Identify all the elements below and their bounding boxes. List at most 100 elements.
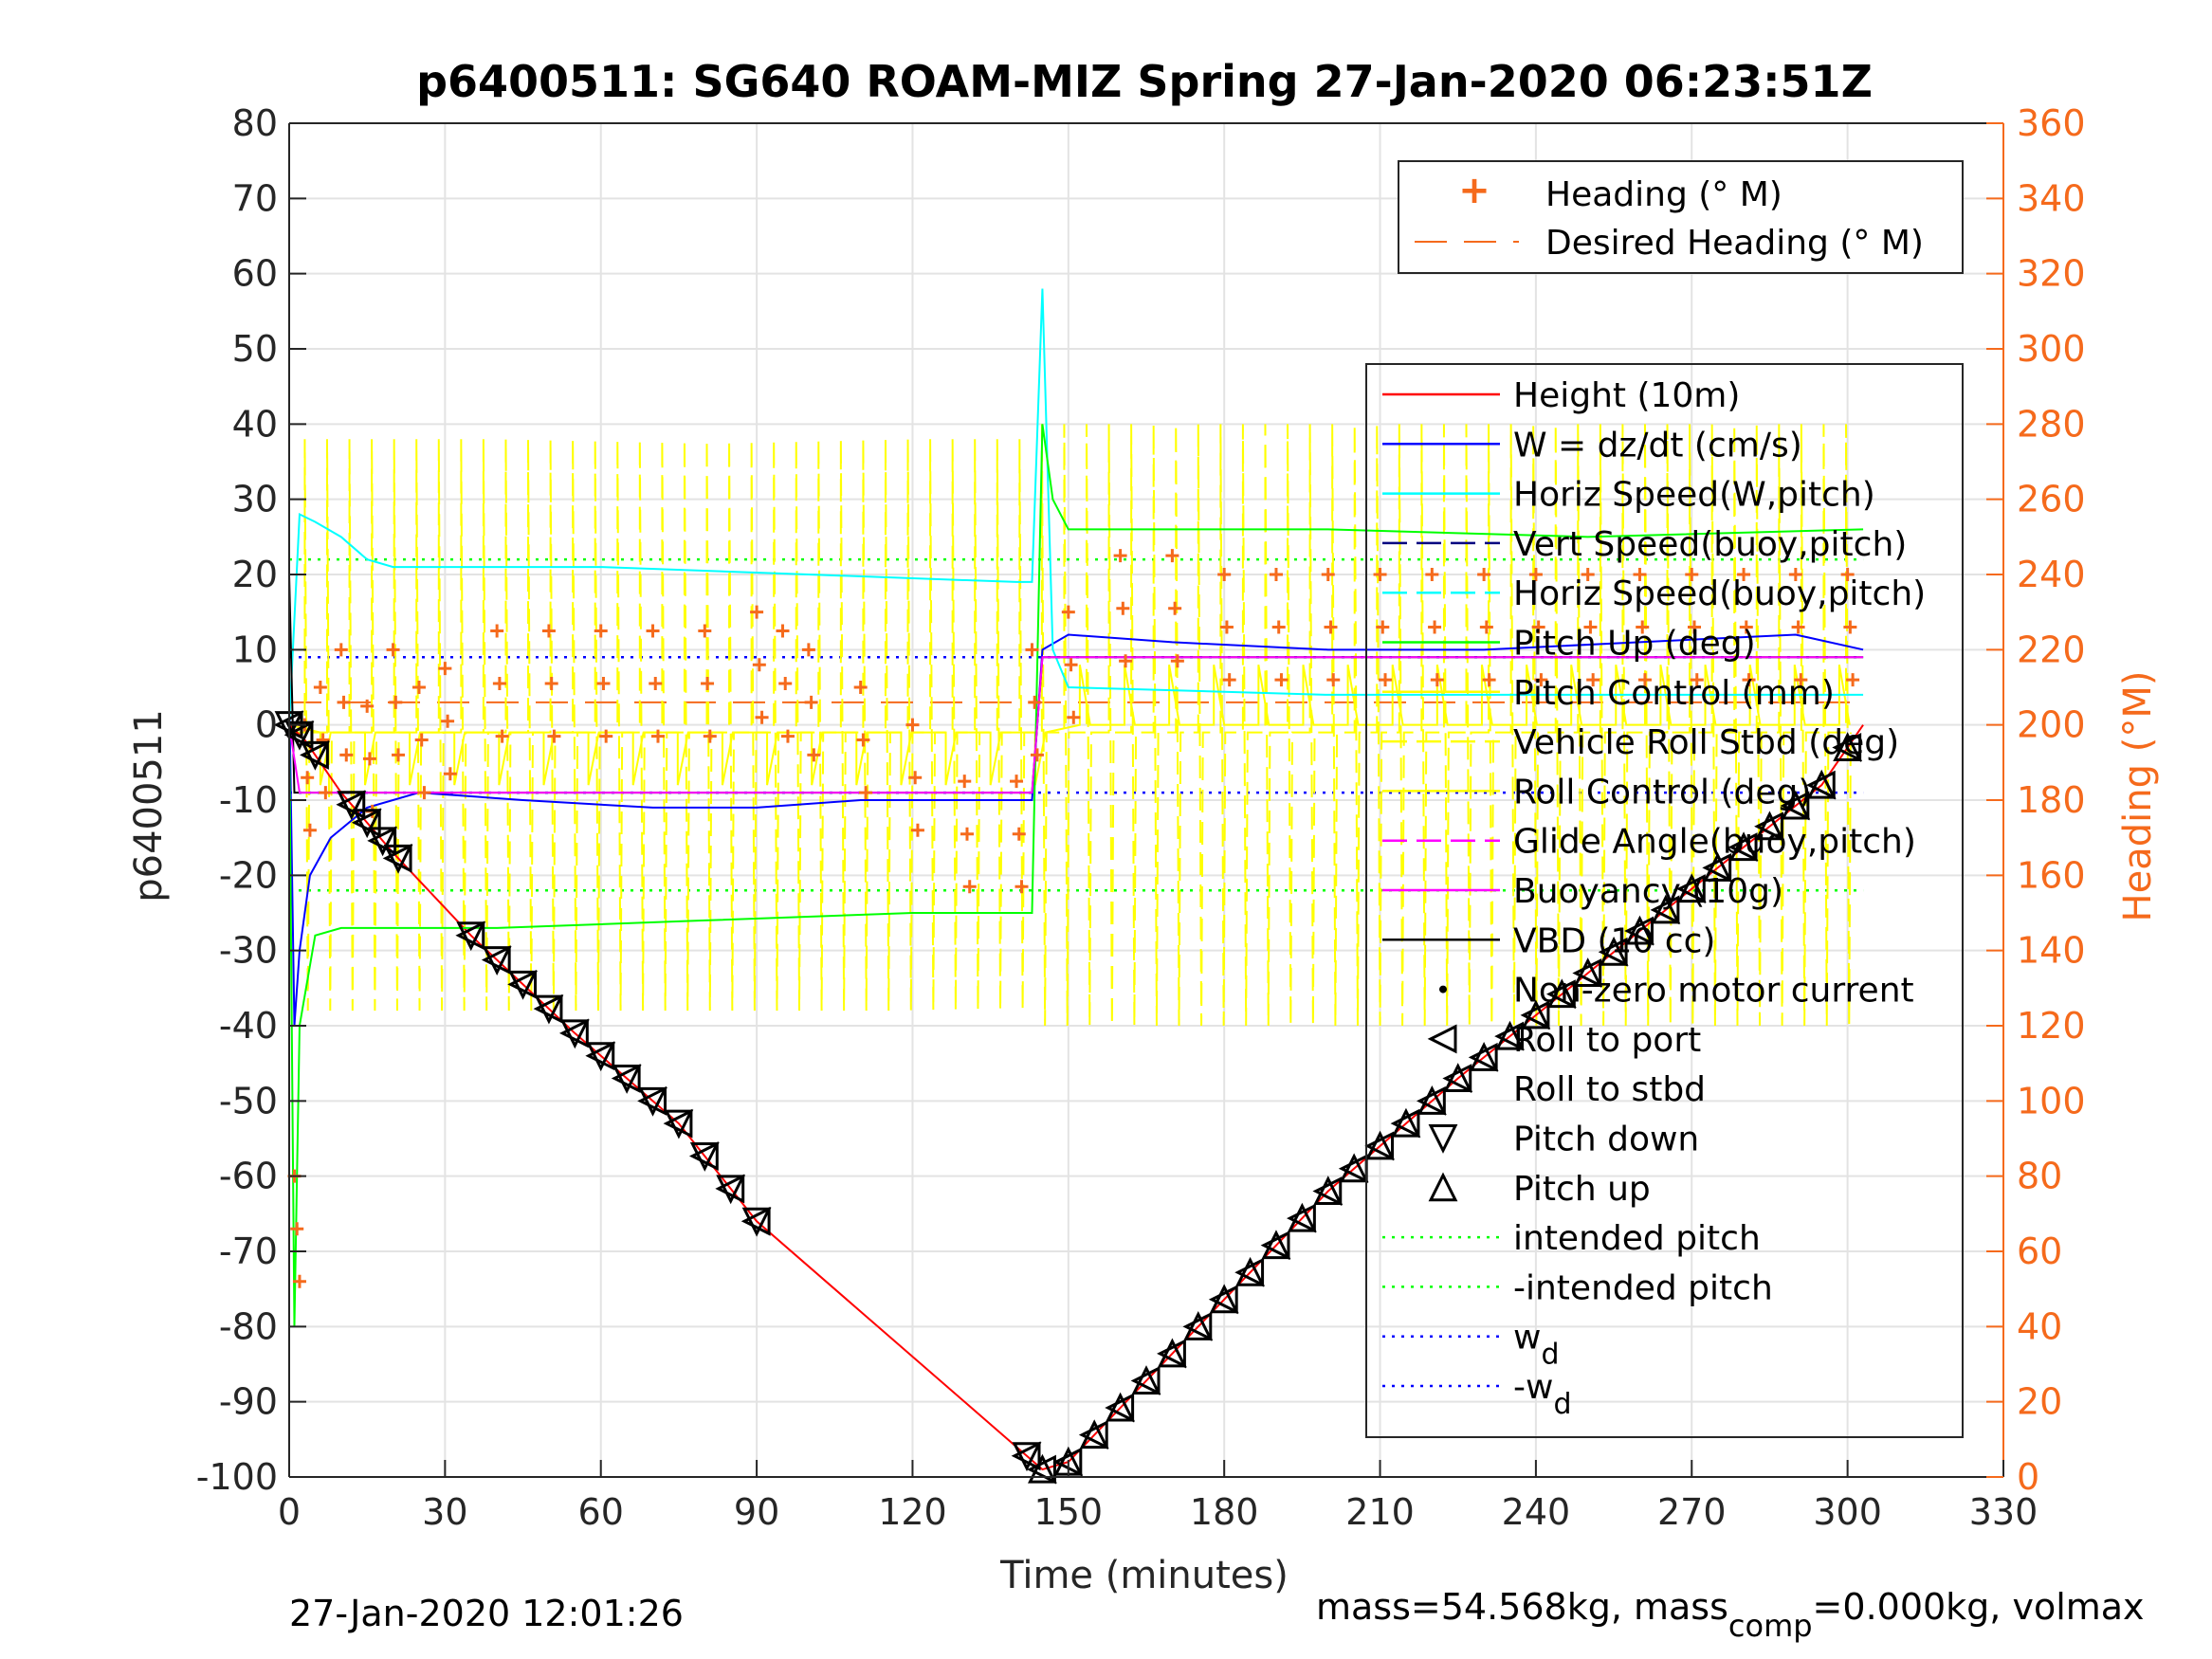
y-tick-label-right: 80 bbox=[2017, 1156, 2062, 1197]
roll-series bbox=[289, 424, 1852, 1027]
heading-point bbox=[1430, 673, 1444, 687]
heading-point bbox=[386, 643, 400, 657]
heading-point bbox=[1794, 673, 1808, 687]
footer-mass-2: =0.000kg, volmax bbox=[1813, 1586, 2145, 1628]
heading-point bbox=[853, 681, 868, 694]
heading-point bbox=[752, 658, 766, 672]
heading-point bbox=[1321, 568, 1335, 581]
heading-point bbox=[339, 748, 354, 762]
heading-point bbox=[650, 729, 665, 743]
heading-point bbox=[1846, 673, 1860, 687]
heading-point bbox=[908, 771, 923, 785]
pitch-up-marker bbox=[1651, 894, 1681, 924]
footer-mass-1: mass=54.568kg, mass bbox=[1316, 1586, 1728, 1628]
y-tick-label: -60 bbox=[219, 1156, 278, 1197]
x-tick-label: 0 bbox=[278, 1491, 301, 1533]
roll-to-port-marker bbox=[1011, 1441, 1041, 1471]
y-tick-label-right: 180 bbox=[2017, 779, 2086, 821]
pitch-down-marker bbox=[534, 994, 564, 1025]
legend-heading: + Heading (° M) Desired Heading (° M) bbox=[1398, 160, 1964, 274]
y-tick-label-right: 240 bbox=[2017, 554, 2086, 595]
pitch-control-series bbox=[288, 665, 1851, 786]
pitch-up-marker bbox=[1261, 1230, 1291, 1260]
heading-point bbox=[495, 729, 509, 743]
heading-point bbox=[1025, 643, 1039, 657]
y-tick-label-right: 20 bbox=[2017, 1381, 2062, 1423]
pitch-up-marker bbox=[1287, 1202, 1317, 1232]
legend-plus-marker: + bbox=[1458, 169, 1490, 212]
heading-point bbox=[1840, 568, 1855, 581]
heading-point bbox=[1636, 620, 1650, 634]
legend-heading-label: Heading (° M) bbox=[1545, 175, 1782, 214]
heading-point bbox=[1373, 568, 1387, 581]
roll-to-port-marker bbox=[533, 994, 563, 1024]
pitch-up-marker bbox=[1391, 1107, 1421, 1138]
pitch-up-marker bbox=[1027, 1453, 1057, 1484]
roll-to-port-marker bbox=[1416, 1085, 1446, 1116]
heading-point bbox=[1581, 568, 1595, 581]
pitch-down-marker bbox=[559, 1019, 590, 1049]
pitch-up-marker bbox=[1079, 1419, 1109, 1449]
heading-point bbox=[859, 786, 873, 800]
roll-to-port-marker bbox=[1545, 979, 1576, 1010]
legend-label: Non-zero motor current bbox=[1513, 972, 1914, 1011]
roll-to-port-marker bbox=[1468, 1042, 1498, 1072]
heading-point bbox=[319, 786, 333, 800]
roll-to-port-marker bbox=[1442, 1064, 1472, 1093]
heading-point bbox=[544, 677, 558, 691]
heading-point bbox=[541, 624, 556, 638]
series-horiz-speed-w-pitch- bbox=[288, 288, 1864, 725]
y-tick-label-right: 100 bbox=[2017, 1080, 2086, 1121]
pitch-down-marker bbox=[456, 921, 486, 952]
heading-point bbox=[1788, 568, 1802, 581]
pitch-up-marker bbox=[1495, 1020, 1525, 1050]
heading-point bbox=[962, 880, 977, 894]
heading-point bbox=[958, 775, 972, 789]
roll-to-port-marker bbox=[1650, 895, 1680, 925]
heading-point bbox=[1534, 673, 1548, 687]
x-tick-label: 330 bbox=[1969, 1491, 2038, 1533]
heading-point bbox=[1269, 568, 1283, 581]
heading-point bbox=[1274, 673, 1289, 687]
heading-point bbox=[1217, 568, 1232, 581]
heading-point bbox=[1222, 673, 1236, 687]
legend-label: Roll to stbd bbox=[1513, 1070, 1706, 1109]
pitch-up-marker bbox=[1625, 915, 1654, 945]
roll-to-port-marker bbox=[740, 1206, 771, 1236]
heading-point bbox=[1030, 748, 1044, 762]
heading-point bbox=[302, 823, 317, 837]
heading-point bbox=[441, 714, 455, 728]
pitch-down-marker bbox=[482, 946, 512, 975]
pitch-down-marker bbox=[383, 844, 413, 874]
pitch-down-marker bbox=[1012, 1442, 1042, 1472]
heading-point bbox=[1843, 620, 1857, 634]
pitch-up-marker bbox=[1106, 1392, 1136, 1422]
legend-swatch bbox=[1428, 1124, 1458, 1154]
pitch-up-marker bbox=[1339, 1153, 1369, 1183]
pitch-down-marker bbox=[664, 1109, 694, 1139]
y-tick-label: 70 bbox=[232, 177, 278, 219]
pitch-down-marker bbox=[368, 827, 398, 857]
heading-point bbox=[1531, 620, 1545, 634]
pitch-up-marker bbox=[1755, 811, 1784, 841]
axes: 0 30 60 90 120 150 180 210 240 270 300 330-100-90-8… bbox=[196, 102, 2086, 1533]
x-tick-label: 240 bbox=[1502, 1491, 1571, 1533]
roll-to-port-marker bbox=[1728, 832, 1758, 863]
legend-label: Buoyancy (10g) bbox=[1513, 872, 1783, 911]
pitch-up-marker bbox=[1469, 1041, 1499, 1071]
heading-point bbox=[360, 699, 375, 713]
pitch-markers bbox=[273, 710, 1863, 1485]
roll-to-port-marker bbox=[558, 1018, 589, 1048]
y-tick-label: -100 bbox=[196, 1456, 278, 1498]
y-tick-label: -50 bbox=[219, 1080, 278, 1121]
heading-point bbox=[1428, 620, 1442, 634]
heading-point bbox=[1324, 620, 1338, 634]
roll-to-port-marker bbox=[1832, 733, 1862, 762]
heading-point bbox=[1168, 601, 1182, 615]
pitch-up-marker bbox=[1235, 1256, 1266, 1286]
heading-point bbox=[646, 624, 660, 638]
legend-subscript: d bbox=[1553, 1388, 1571, 1421]
roll-to-port-marker bbox=[1157, 1339, 1186, 1369]
roll-to-port-marker bbox=[637, 1085, 667, 1116]
pitch-down-marker bbox=[638, 1086, 667, 1117]
